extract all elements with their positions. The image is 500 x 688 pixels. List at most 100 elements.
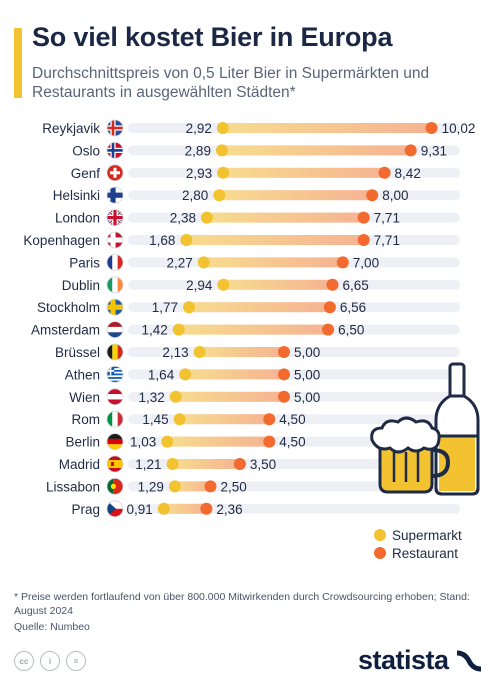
flag-belgium-icon: [106, 343, 124, 361]
restaurant-point: [366, 189, 379, 202]
price-range-bar: [163, 503, 207, 514]
chart-row: Oslo 2,89 9,31: [72, 141, 447, 159]
city-label: Athen: [65, 367, 100, 382]
chart-row: Wien 1,32 5,00: [69, 388, 320, 406]
restaurant-point: [425, 122, 438, 134]
title-accent-bar: [14, 28, 22, 98]
supermarket-value-label: 1,64: [148, 367, 175, 382]
price-range-bar: [167, 436, 270, 447]
restaurant-value-label: 6,50: [338, 323, 364, 338]
flag-iceland-icon: [106, 119, 124, 137]
supermarket-point: [183, 301, 196, 314]
supermarket-value-label: 1,21: [135, 457, 161, 472]
restaurant-point: [322, 323, 335, 336]
price-range-bar: [219, 190, 373, 201]
price-range-bar: [172, 459, 240, 469]
price-range-bar: [221, 145, 411, 156]
flag-italy-icon: [106, 410, 124, 428]
flag-denmark-icon: [106, 231, 124, 249]
chart-area: Reykjavik 2,92 10,02 Oslo 2,89 9,31 Genf 2,93 8,…: [23, 119, 480, 561]
statista-mark-icon: [456, 650, 481, 671]
restaurant-value-label: 8,00: [382, 188, 408, 203]
flag-greece-icon: [106, 365, 124, 383]
restaurant-point: [357, 234, 370, 246]
supermarket-value-label: 2,27: [166, 255, 192, 270]
price-range-bar: [174, 481, 211, 492]
supermarket-value-label: 2,13: [162, 345, 188, 360]
restaurant-value-label: 6,65: [343, 278, 369, 293]
restaurant-point: [263, 413, 276, 426]
restaurant-value-label: 6,56: [340, 300, 366, 315]
restaurant-value-label: 5,00: [294, 345, 320, 360]
supermarket-point: [215, 144, 228, 157]
chart-row: Stockholm 1,77 6,56: [37, 298, 366, 316]
city-label: Berlin: [65, 435, 100, 450]
supermarket-point: [193, 346, 206, 358]
supermarket-point: [172, 323, 185, 336]
city-label: Amsterdam: [31, 323, 100, 338]
supermarket-point: [213, 189, 226, 202]
flag-sweden-icon: [106, 298, 124, 316]
restaurant-value-label: 4,50: [279, 435, 305, 450]
chart-row: Madrid 1,21 3,50: [59, 455, 276, 473]
chart-row: Amsterdam 1,42 6,50: [31, 321, 364, 339]
restaurant-value-label: 5,00: [294, 367, 320, 382]
supermarket-value-label: 1,29: [138, 479, 164, 494]
page-title: So viel kostet Bier in Europa: [32, 22, 393, 52]
flag-portugal-icon: [106, 477, 124, 495]
statista-logo[interactable]: statista: [358, 645, 483, 676]
supermarket-value-label: 1,77: [152, 300, 178, 315]
chart-row: Athen 1,64 5,00: [65, 365, 320, 383]
chart-row: London 2,38 7,71: [55, 209, 400, 227]
city-label: Paris: [69, 255, 100, 270]
city-label: Reykjavik: [42, 121, 100, 136]
price-range-bar: [223, 167, 385, 178]
city-label: Oslo: [72, 143, 100, 158]
restaurant-value-label: 7,71: [374, 233, 400, 248]
city-label: Rom: [71, 412, 100, 427]
restaurant-point: [336, 256, 349, 269]
no-derivatives-icon: =: [66, 651, 86, 671]
city-label: Prag: [71, 502, 100, 517]
chart-row: Reykjavik 2,92 10,02: [42, 119, 476, 137]
city-label: Lissabon: [46, 479, 100, 494]
city-label: Madrid: [59, 457, 100, 472]
supermarket-point: [161, 435, 174, 448]
flag-france-icon: [106, 253, 124, 271]
supermarket-point: [217, 278, 230, 291]
restaurant-value-label: 4,50: [279, 412, 305, 427]
restaurant-point: [357, 211, 370, 224]
source-note: Quelle: Numbeo: [14, 621, 90, 633]
city-label: Helsinki: [53, 188, 100, 203]
chart-row: Kopenhagen 1,68 7,71: [23, 231, 400, 249]
city-label: Kopenhagen: [23, 233, 100, 248]
supermarket-value-label: 1,32: [139, 390, 165, 405]
flag-uk-icon: [106, 209, 124, 227]
supermarket-value-label: 2,94: [186, 278, 213, 293]
price-range-bar: [189, 302, 330, 313]
restaurant-value-label: 10,02: [442, 121, 476, 136]
supermarket-value-label: 2,89: [185, 143, 211, 158]
flag-germany-icon: [106, 433, 124, 451]
price-range-bar: [199, 347, 284, 357]
city-label: Brüssel: [55, 345, 100, 360]
price-range-bar: [222, 123, 432, 133]
legend-supermarket-label: Supermarkt: [392, 528, 462, 543]
price-range-bar: [175, 391, 284, 402]
beer-mug-icon: [370, 416, 451, 494]
flag-netherlands-icon: [106, 321, 124, 339]
city-label: Genf: [71, 166, 101, 181]
supermarket-point: [217, 166, 230, 179]
supermarket-point: [180, 234, 193, 246]
legend-supermarket-marker: [374, 529, 386, 541]
beer-illustration: [370, 362, 480, 496]
supermarket-point: [168, 480, 181, 493]
restaurant-point: [263, 435, 276, 448]
restaurant-value-label: 3,50: [250, 457, 276, 472]
restaurant-value-label: 2,50: [221, 479, 247, 494]
restaurant-point: [278, 346, 290, 358]
restaurant-value-label: 7,71: [374, 211, 400, 226]
restaurant-point: [278, 390, 290, 403]
supermarket-value-label: 2,92: [186, 121, 212, 136]
price-range-bar: [178, 324, 329, 335]
